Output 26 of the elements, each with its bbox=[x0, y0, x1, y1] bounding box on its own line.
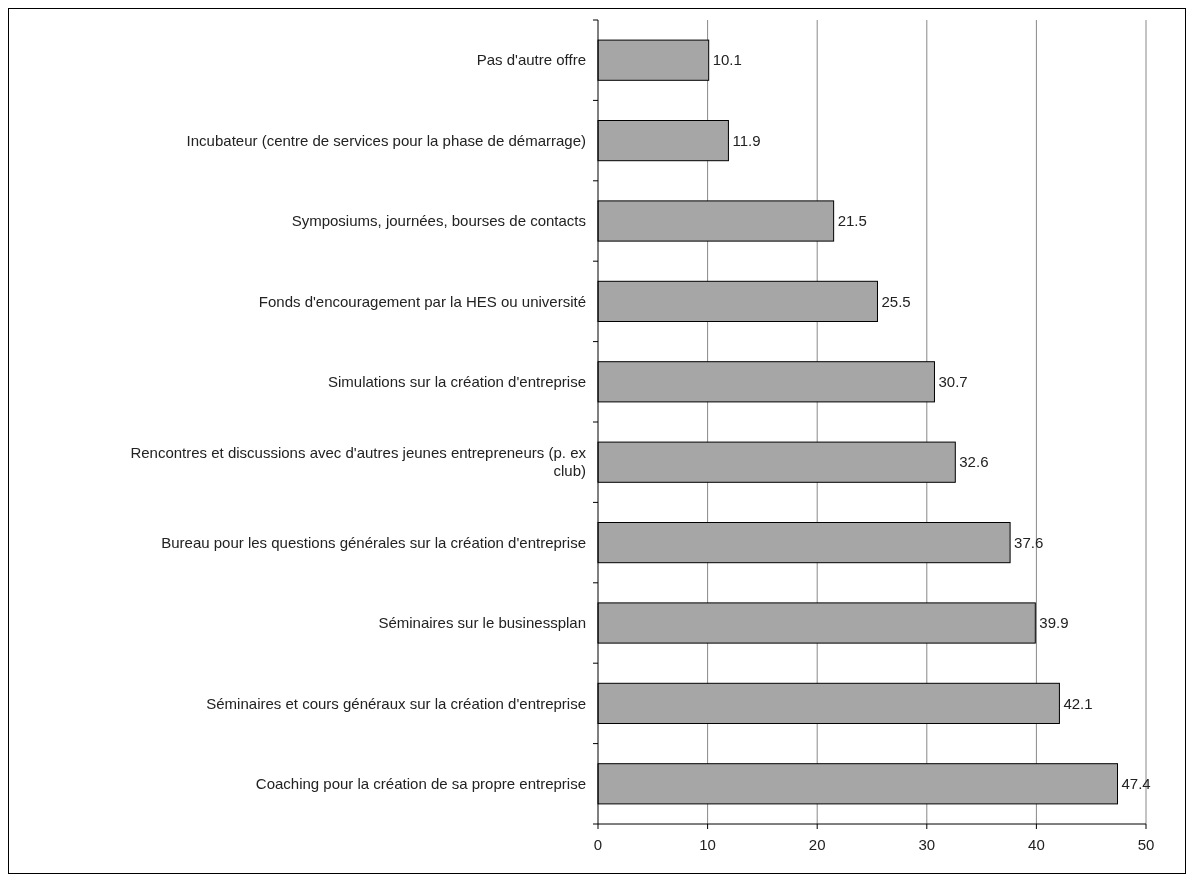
data-label: 32.6 bbox=[959, 453, 989, 471]
y-tick-label: Coaching pour la création de sa propre entreprise bbox=[255, 775, 586, 793]
data-label: 25.5 bbox=[881, 292, 911, 310]
y-tick-label: Rencontres et discussions avec d'autres jeunes entrepreneurs (p. ex club) bbox=[130, 444, 587, 480]
x-tick-label: 30 bbox=[918, 836, 936, 853]
data-label: 10.1 bbox=[712, 51, 742, 69]
data-label: 30.7 bbox=[938, 373, 968, 391]
x-tick-label: 0 bbox=[593, 836, 603, 853]
y-tick-label: Incubateur (centre de services pour la phase de démarrage) bbox=[186, 131, 586, 149]
x-tick-label: 50 bbox=[1137, 836, 1155, 853]
x-tick-label: 10 bbox=[699, 836, 716, 853]
x-tick-label: 20 bbox=[808, 836, 826, 853]
y-tick-label: Fonds d'encouragement par la HES ou université bbox=[258, 292, 586, 310]
data-label: 42.1 bbox=[1063, 694, 1093, 712]
y-tick-label: Simulations sur la création d'entreprise bbox=[328, 373, 586, 391]
data-label: 37.6 bbox=[1014, 533, 1044, 551]
y-tick-label: Séminaires sur le businessplan bbox=[378, 614, 586, 632]
data-label: 39.9 bbox=[1039, 614, 1069, 632]
data-label: 21.5 bbox=[837, 212, 867, 230]
data-label: 11.9 bbox=[732, 131, 761, 149]
y-tick-label: Pas d'autre offre bbox=[476, 51, 586, 69]
x-tick-label: 40 bbox=[1028, 836, 1045, 853]
y-tick-label: Séminaires et cours généraux sur la création d'entreprise bbox=[206, 694, 586, 712]
y-tick-label: Bureau pour les questions générales sur la création d'entreprise bbox=[161, 533, 586, 551]
y-tick-label: Symposiums, journées, bourses de contacts bbox=[291, 212, 586, 230]
data-label: 47.4 bbox=[1121, 775, 1151, 793]
